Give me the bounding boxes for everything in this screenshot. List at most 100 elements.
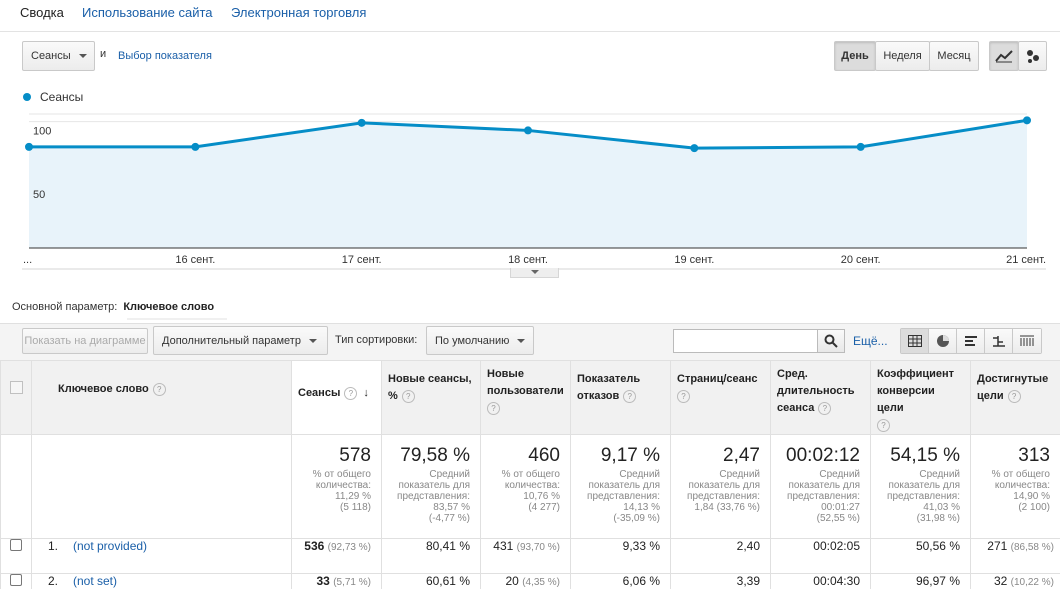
advanced-link[interactable]: Ещё... <box>853 334 888 348</box>
x-tick-label: 18 сент. <box>508 254 548 266</box>
x-tick-label: 19 сент. <box>674 254 714 266</box>
chart-collapse-toggle[interactable] <box>510 268 559 278</box>
help-icon[interactable]: ? <box>677 389 690 403</box>
data-point <box>357 118 366 127</box>
header-new-sessions-label: Новые сеансы, % <box>388 373 472 402</box>
keyword-cell: 2. (not set) <box>31 573 292 589</box>
row-checkbox[interactable] <box>10 574 22 586</box>
header-pages-per-session[interactable]: Страниц/сеанс? <box>670 360 771 435</box>
table-row: 1. (not provided) 536 (92,73 %) 80,41 % 4… <box>0 538 1060 574</box>
chevron-down-icon <box>78 54 87 58</box>
header-goal-completions[interactable]: Достигнутые цели? <box>970 360 1060 435</box>
primary-dimension-value[interactable]: Ключевое слово <box>123 301 215 313</box>
y-tick-label: 100 <box>33 126 51 138</box>
new-users-value: 20 <box>505 574 519 588</box>
sessions-cell: 536 (92,73 %) <box>291 538 382 574</box>
header-bounce-rate[interactable]: Показатель отказов? <box>570 360 671 435</box>
sort-desc-icon[interactable]: ↓ <box>363 387 369 399</box>
primary-dimension-underline <box>127 318 227 320</box>
row-checkbox[interactable] <box>10 539 22 551</box>
new-sessions-cell: 80,41 % <box>381 538 481 574</box>
tab-summary[interactable]: Сводка <box>20 5 64 20</box>
help-icon[interactable]: ? <box>1007 389 1021 403</box>
primary-dimension: Основной параметр: Ключевое слово <box>12 301 214 313</box>
secondary-dimension-select[interactable]: Дополнительный параметр <box>153 326 328 355</box>
sort-type-select[interactable]: По умолчанию <box>426 326 534 355</box>
motion-chart-button[interactable] <box>1018 41 1047 71</box>
total-note: % от общего количества: 10,76 % (4 277) <box>501 469 560 513</box>
new-sessions-cell: 60,61 % <box>381 573 481 589</box>
comparison-view-button[interactable] <box>985 329 1013 353</box>
goals-pct: (86,58 %) <box>1010 542 1054 553</box>
tab-ecommerce[interactable]: Электронная торговля <box>231 5 367 20</box>
search-button[interactable] <box>817 329 845 353</box>
tab-site-usage[interactable]: Использование сайта <box>82 5 213 20</box>
row-index: 1. <box>48 539 59 553</box>
totals-row: 578% от общего количества: 11,29 % (5 118) … <box>0 434 1060 539</box>
table-row: 2. (not set) 33 (5,71 %) 60,61 % 20 (4,35… <box>0 573 1060 589</box>
performance-view-button[interactable] <box>957 329 985 353</box>
help-icon[interactable]: ? <box>344 386 358 400</box>
keyword-link[interactable]: (not set) <box>73 574 118 588</box>
header-sessions-label: Сеансы <box>298 387 341 399</box>
total-note: Средний показатель для представления: 14,13… <box>587 469 660 524</box>
total-value: 460 <box>528 445 560 466</box>
secondary-dimension-label: Дополнительный параметр <box>162 334 301 347</box>
line-chart-button[interactable] <box>989 41 1019 71</box>
data-point <box>1023 116 1031 125</box>
header-new-sessions[interactable]: Новые сеансы, %? <box>381 360 481 435</box>
new-users-value: 431 <box>493 539 514 553</box>
bounce-cell: 9,33 % <box>570 538 671 574</box>
totals-cell: 79,58 % Средний показатель для представлени… <box>381 434 481 539</box>
header-sessions[interactable]: Сеансы? ↓ <box>291 360 382 435</box>
percentage-view-button[interactable] <box>929 329 957 353</box>
new-users-cell: 431 (93,70 %) <box>480 538 571 574</box>
sessions-value: 536 <box>304 539 325 553</box>
header-new-users[interactable]: Новые пользователи? <box>480 360 571 435</box>
data-view-button[interactable] <box>901 329 929 353</box>
row-checkbox-cell <box>0 538 32 574</box>
comparison-icon <box>992 336 1005 347</box>
help-icon[interactable]: ? <box>877 418 890 432</box>
help-icon[interactable]: ? <box>487 401 500 415</box>
keyword-link[interactable]: (not provided) <box>73 539 148 553</box>
sessions-pct: (5,71 %) <box>333 577 371 588</box>
row-index: 2. <box>48 574 59 588</box>
conversion-cell: 96,97 % <box>870 573 971 589</box>
header-keyword[interactable]: Ключевое слово? <box>31 360 292 435</box>
goals-cell: 271 (86,58 %) <box>970 538 1060 574</box>
metric-select[interactable]: Сеансы <box>22 41 95 71</box>
period-day-button[interactable]: День <box>834 41 876 71</box>
period-week-button[interactable]: Неделя <box>875 41 930 71</box>
legend-swatch <box>23 93 31 101</box>
period-month-button[interactable]: Месяц <box>929 41 979 71</box>
header-goal-conversion[interactable]: Коэффициент конверсии цели? <box>870 360 971 435</box>
help-icon[interactable]: ? <box>401 389 415 403</box>
header-new-users-label: Новые пользователи <box>487 368 564 397</box>
total-value: 00:02:12 <box>786 445 860 466</box>
header-avg-duration[interactable]: Сред. длительность сеанса? <box>770 360 871 435</box>
totals-cell: 460 % от общего количества: 10,76 % (4 277) <box>480 434 571 539</box>
table-search-input[interactable] <box>673 329 818 353</box>
duration-cell: 00:02:05 <box>770 538 871 574</box>
totals-cell: 9,17 % Средний показатель для представления… <box>570 434 671 539</box>
data-point <box>524 126 532 135</box>
plot-rows-button[interactable]: Показать на диаграмме <box>22 328 148 354</box>
pages-cell: 2,40 <box>670 538 771 574</box>
help-icon[interactable]: ? <box>152 382 166 396</box>
sessions-cell: 33 (5,71 %) <box>291 573 382 589</box>
help-icon[interactable]: ? <box>818 401 832 415</box>
x-tick-label: 17 сент. <box>342 254 382 266</box>
select-all-checkbox[interactable] <box>9 381 23 394</box>
x-tick-label: 16 сент. <box>175 254 215 266</box>
totals-cell: 54,15 % Средний показатель для представлени… <box>870 434 971 539</box>
bubble-chart-icon <box>1026 50 1039 63</box>
help-icon[interactable]: ? <box>623 389 637 403</box>
choose-metric-link[interactable]: Выбор показателя <box>118 50 212 62</box>
totals-empty-cell <box>31 434 292 539</box>
new-users-pct: (93,70 %) <box>516 542 560 553</box>
totals-cell: 00:02:12 Средний показатель для представлен… <box>770 434 871 539</box>
total-value: 9,17 % <box>600 445 660 466</box>
pivot-view-button[interactable] <box>1013 329 1041 353</box>
grid-icon <box>907 335 922 347</box>
